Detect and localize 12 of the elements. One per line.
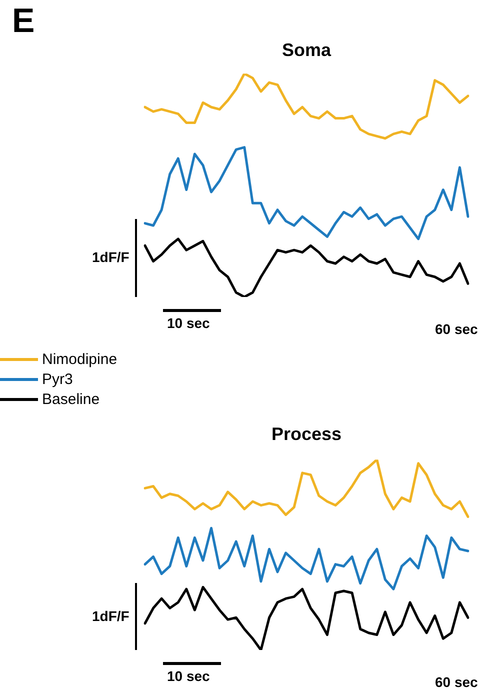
text: 60 sec	[435, 674, 478, 690]
text: E	[12, 2, 35, 41]
text: 10 sec	[167, 668, 210, 684]
text: 10 sec	[167, 315, 210, 331]
legend-label: Nimodipine	[42, 350, 118, 368]
text: 1dF/F	[92, 248, 130, 265]
text: 1dF/F	[92, 608, 130, 624]
text: 60 sec	[435, 321, 478, 337]
chart-title: Process	[271, 424, 342, 444]
legend-label: Baseline	[42, 390, 100, 408]
legend-label: Pyr3	[42, 370, 73, 388]
chart-title: Soma	[282, 40, 332, 60]
